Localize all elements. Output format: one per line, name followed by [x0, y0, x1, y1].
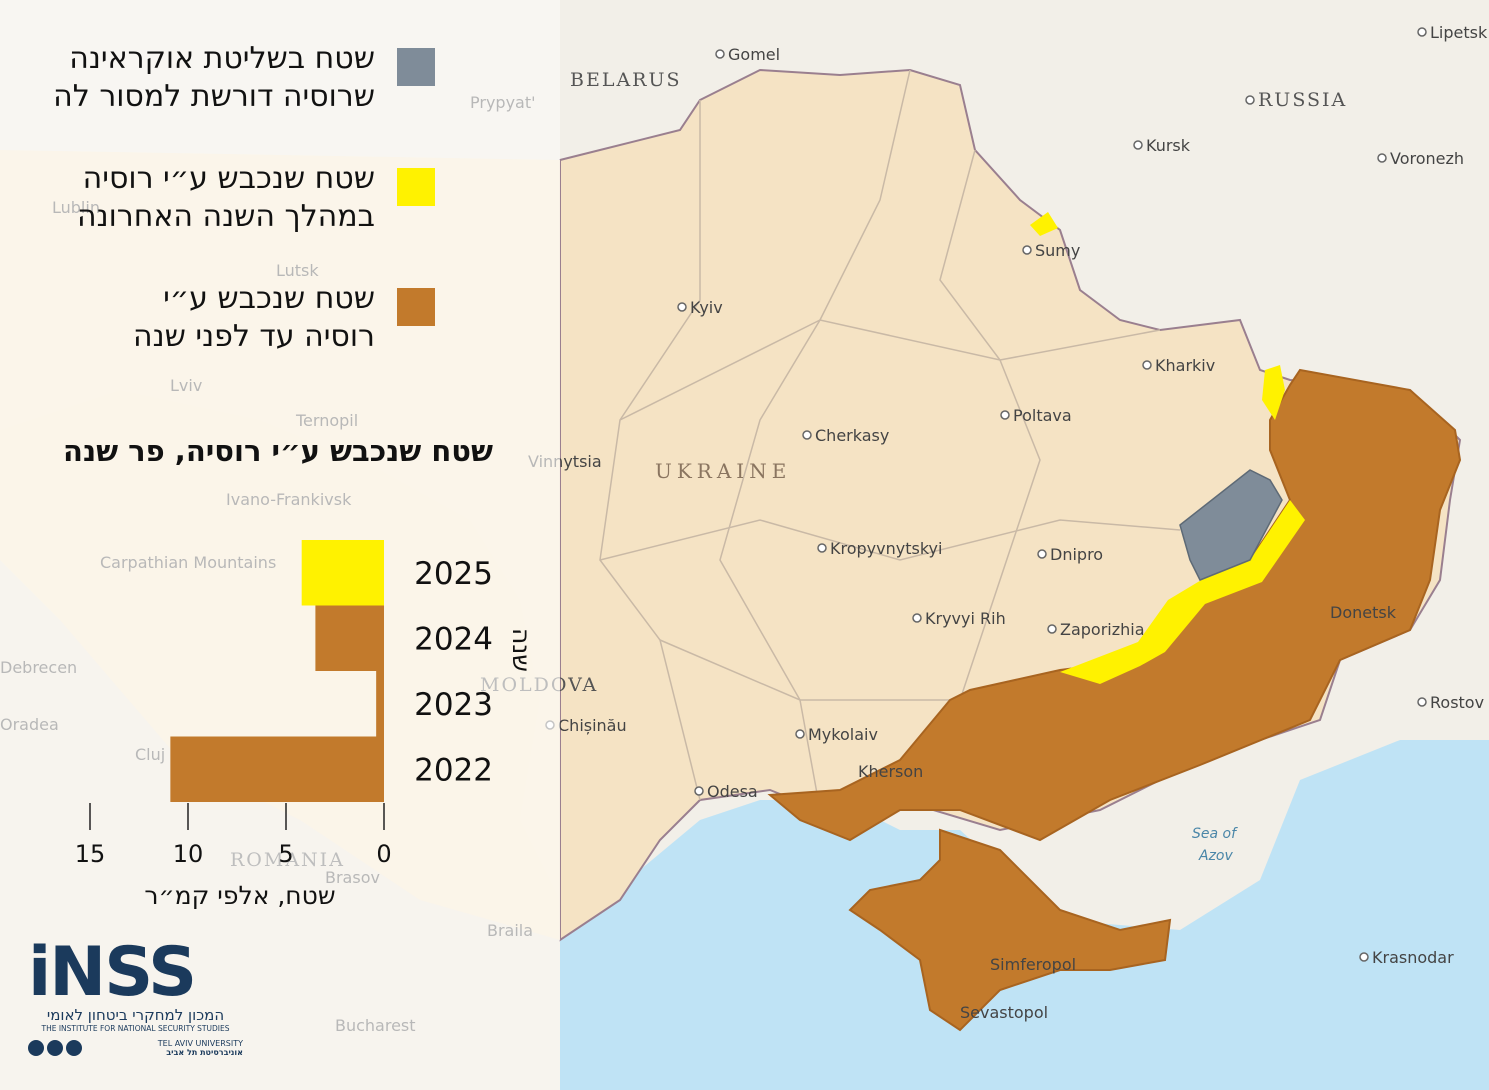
- legend-label: רוסיה עד לפני שנה: [132, 319, 375, 354]
- place-label: Simferopol: [990, 955, 1076, 974]
- place-label: Sea of: [1192, 826, 1238, 842]
- bar: [315, 605, 384, 671]
- logo-icons: [28, 1040, 82, 1056]
- occupied-recent: [1262, 365, 1285, 420]
- occupied-recent: [1060, 500, 1305, 684]
- place-label: Zaporizhia: [1060, 620, 1145, 639]
- place-label: RUSSIA: [1258, 89, 1347, 111]
- bar: [376, 671, 384, 737]
- city-dot: [1047, 624, 1057, 634]
- city-dot: [795, 729, 805, 739]
- city-dot: [1022, 245, 1032, 255]
- city-dot: [715, 49, 725, 59]
- city-dot: [1417, 27, 1427, 37]
- place-label: Krasnodar: [1372, 948, 1454, 967]
- place-label: Sumy: [1035, 241, 1080, 260]
- x-tick-label: 10: [173, 840, 204, 868]
- city-dot: [802, 430, 812, 440]
- bar-chart: 2025 2024 2023 2022 15 10 5 0 שטח, אלפי קמ״ר שנה: [75, 540, 536, 910]
- place-label: Cherkasy: [815, 426, 889, 445]
- legend: שטח בשליטת אוקראינה שרוסיה דורשת למסור לה…: [0, 0, 435, 400]
- city-dot: [1245, 95, 1255, 105]
- logo-english: THE INSTITUTE FOR NATIONAL SECURITY STUD…: [41, 1024, 230, 1033]
- panel-overlay: [0, 0, 560, 1090]
- university-en: TEL AVIV UNIVERSITY: [157, 1039, 243, 1048]
- city-dot: [694, 786, 704, 796]
- place-label: Chișinău: [558, 716, 627, 735]
- oblast-borders: [599, 69, 1181, 811]
- place-label: Kharkiv: [1155, 356, 1215, 375]
- chart-title: שטח שנכבש ע״י רוסיה, פר שנה: [63, 434, 493, 468]
- legend-swatch: [397, 168, 435, 206]
- place-label: Lipetsk: [1430, 23, 1488, 42]
- place-label: Kursk: [1146, 136, 1191, 155]
- place-label: Odesa: [707, 782, 758, 801]
- logo-name: iNSS: [28, 933, 197, 1012]
- place-label: Voronezh: [1390, 149, 1464, 168]
- legend-swatch: [397, 48, 435, 86]
- city-dot: [817, 543, 827, 553]
- bar: [170, 736, 384, 802]
- city-dot: [677, 302, 687, 312]
- legend-label: שטח בשליטת אוקראינה: [69, 41, 375, 76]
- university-he: אוניברסיטת תל אביב: [166, 1048, 243, 1057]
- place-label: BELARUS: [570, 69, 682, 91]
- city-dot: [1359, 952, 1369, 962]
- y-tick-label: 2022: [414, 752, 493, 788]
- x-tick-label: 5: [278, 840, 293, 868]
- city-dot: [912, 613, 922, 623]
- legend-item: שטח שנכבש ע״י רוסיה עד לפני שנה: [133, 280, 435, 356]
- y-tick-label: 2024: [414, 621, 493, 657]
- city-dot: [1142, 360, 1152, 370]
- city-dot: [1000, 410, 1010, 420]
- bar: [301, 540, 384, 606]
- logo-hebrew: המכון למחקרי ביטחון לאומי: [46, 1006, 225, 1024]
- place-label: Dnipro: [1050, 545, 1103, 564]
- place-label: Rostov: [1430, 693, 1484, 712]
- place-label: Kryvyi Rih: [925, 609, 1006, 628]
- place-label: Sevastopol: [960, 1003, 1048, 1022]
- legend-text: שטח בשליטת אוקראינה שרוסיה דורשת למסור לה: [53, 40, 375, 116]
- place-label: Poltava: [1013, 406, 1072, 425]
- claimed-area: [1179, 469, 1283, 581]
- occupied-recent: [1030, 212, 1058, 236]
- x-tick-label: 0: [376, 840, 391, 868]
- place-label: Kyiv: [690, 298, 723, 317]
- x-axis-title: שטח, אלפי קמ״ר: [144, 881, 335, 910]
- place-label: Gomel: [728, 45, 780, 64]
- legend-item: שטח בשליטת אוקראינה שרוסיה דורשת למסור לה: [53, 40, 435, 116]
- place-label: Donetsk: [1330, 603, 1397, 622]
- y-tick-label: 2023: [414, 687, 493, 723]
- logo-footer: TEL AVIV UNIVERSITY אוניברסיטת תל אביב: [28, 1039, 243, 1057]
- place-label: Mykolaiv: [808, 725, 878, 744]
- crimea: [848, 828, 1172, 1032]
- logo: iNSS המכון למחקרי ביטחון לאומי THE INSTI…: [28, 933, 243, 1057]
- city-dot: [1417, 697, 1427, 707]
- city-dot: [1037, 549, 1047, 559]
- city-dot: [1133, 140, 1143, 150]
- x-tick-label: 15: [75, 840, 106, 868]
- legend-label: שטח שנכבש ע״י: [163, 281, 375, 316]
- place-label: Azov: [1198, 848, 1233, 864]
- legend-item: שטח שנכבש ע״י רוסיה במהלך השנה האחרונה: [77, 160, 435, 236]
- legend-label: במהלך השנה האחרונה: [77, 199, 375, 234]
- legend-swatch: [397, 288, 435, 326]
- y-axis-title: שנה: [507, 628, 536, 672]
- legend-label: שרוסיה דורשת למסור לה: [53, 79, 375, 114]
- city-dot: [1377, 153, 1387, 163]
- legend-label: שטח שנכבש ע״י רוסיה: [82, 161, 375, 196]
- university: TEL AVIV UNIVERSITY אוניברסיטת תל אביב: [158, 1039, 243, 1057]
- place-label: UKRAINE: [655, 459, 791, 483]
- y-tick-label: 2025: [414, 556, 493, 592]
- place-label: Kherson: [858, 762, 923, 781]
- legend-text: שטח שנכבש ע״י רוסיה עד לפני שנה: [133, 280, 375, 356]
- place-label: Kropyvnytskyi: [830, 539, 942, 558]
- legend-text: שטח שנכבש ע״י רוסיה במהלך השנה האחרונה: [77, 160, 375, 236]
